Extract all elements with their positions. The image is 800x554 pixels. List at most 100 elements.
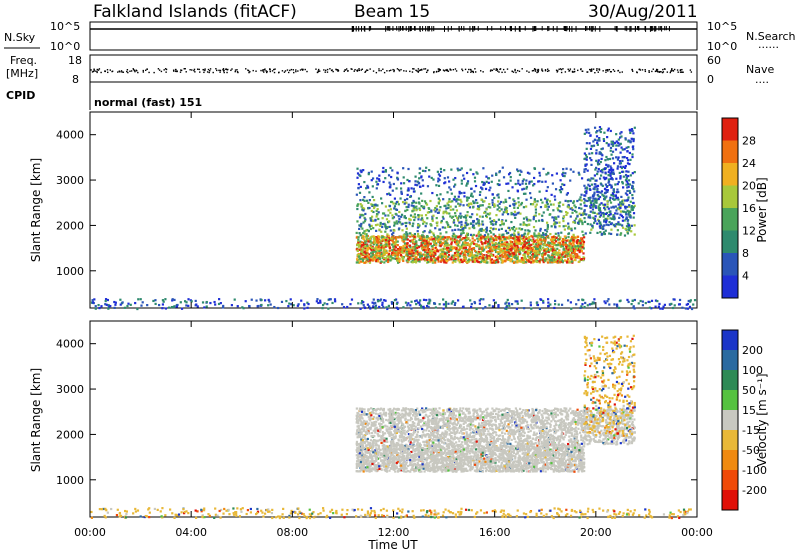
power-echo-point — [515, 242, 518, 245]
power-echo-point — [518, 259, 521, 262]
power-echo-point — [553, 238, 557, 241]
power-echo-point — [616, 158, 620, 161]
power-echo-point — [479, 298, 483, 301]
freq-trace-point — [446, 69, 448, 72]
power-echo-point — [517, 182, 520, 185]
power-echo-point — [437, 256, 440, 259]
power-echo-point — [522, 235, 525, 238]
power-echo-point — [571, 246, 574, 249]
power-echo-point — [454, 257, 457, 260]
power-echo-point — [656, 299, 659, 303]
freq-trace-point — [461, 69, 464, 72]
power-echo-point — [175, 305, 179, 308]
power-echo-point — [445, 231, 448, 234]
freq-trace-point — [436, 70, 438, 73]
freq-trace-point — [495, 69, 497, 71]
power-echo-point — [445, 220, 448, 224]
power-echo-point — [506, 298, 509, 302]
power-echo-point — [448, 198, 451, 201]
power-echo-point — [290, 303, 293, 306]
power-echo-point — [358, 258, 361, 261]
power-echo-point — [533, 198, 536, 201]
freq-trace-point — [417, 70, 419, 73]
power-echo-point — [179, 301, 182, 304]
power-echo-point — [358, 227, 361, 231]
power-echo-point — [393, 252, 396, 255]
power-echo-point — [419, 304, 423, 307]
freq-trace-point — [671, 68, 673, 70]
power-echo-point — [579, 258, 582, 261]
power-echo-point — [572, 255, 575, 258]
power-echo-point — [464, 248, 467, 251]
power-echo-point — [578, 206, 581, 210]
power-echo-point — [684, 307, 687, 310]
power-echo-point — [470, 222, 473, 225]
power-echo-point — [557, 232, 560, 235]
power-echo-point — [491, 220, 494, 223]
velocity-echo-point — [518, 470, 521, 473]
power-echo-point — [537, 240, 540, 243]
freq-trace-point — [189, 69, 191, 71]
power-echo-point — [584, 163, 587, 166]
power-echo-point — [597, 307, 600, 310]
power-echo-point — [629, 158, 632, 161]
power-echo-point — [563, 255, 566, 258]
power-echo-point — [434, 206, 437, 210]
power-echo-point — [509, 247, 512, 251]
power-echo-point — [447, 255, 450, 258]
power-echo-point — [606, 165, 609, 168]
power-echo-point — [460, 220, 463, 224]
power-echo-point — [482, 249, 485, 252]
power-echo-point — [420, 237, 423, 241]
power-echo-point — [422, 258, 425, 261]
power-echo-point — [437, 177, 440, 180]
power-echo-point — [382, 249, 385, 253]
freq-trace-point — [655, 68, 658, 71]
power-echo-point — [542, 301, 545, 304]
power-echo-point — [607, 207, 610, 210]
power-echo-point — [412, 247, 415, 250]
power-echo-point — [556, 260, 559, 263]
power-echo-point — [452, 235, 455, 238]
power-echo-point — [624, 211, 628, 214]
power-echo-point — [388, 242, 391, 246]
power-echo-point — [576, 235, 580, 238]
power-echo-point — [513, 202, 516, 206]
power-echo-point — [460, 232, 463, 235]
power-echo-point — [464, 253, 467, 257]
power-echo-point — [387, 192, 391, 195]
power-echo-point — [455, 198, 459, 201]
power-echo-point — [395, 259, 399, 262]
power-echo-point — [412, 208, 415, 211]
power-echo-point — [504, 243, 507, 247]
power-echo-point — [573, 236, 576, 239]
power-echo-point — [164, 298, 167, 301]
power-echo-point — [486, 257, 489, 260]
power-echo-point — [458, 248, 461, 251]
power-echo-point — [585, 163, 588, 166]
power-echo-point — [475, 199, 478, 202]
freq-trace-point — [662, 71, 665, 73]
power-echo-point — [577, 220, 581, 223]
power-echo-point — [94, 305, 97, 308]
power-echo-point — [522, 217, 526, 220]
velocity-echo-point — [437, 445, 440, 448]
power-echo-point — [628, 151, 631, 155]
power-echo-point — [415, 209, 418, 212]
power-echo-point — [475, 234, 478, 237]
power-echo-point — [581, 239, 585, 242]
power-echo-point — [441, 254, 444, 258]
power-echo-point — [570, 260, 574, 263]
freq-trace-point — [283, 71, 286, 73]
power-echo-point — [416, 180, 419, 183]
power-echo-point — [535, 257, 538, 260]
power-echo-point — [280, 300, 284, 303]
power-echo-point — [514, 202, 518, 205]
freq-trace-point — [474, 68, 476, 70]
power-echo-point — [420, 192, 423, 195]
power-echo-point — [364, 255, 367, 258]
power-echo-point — [477, 245, 480, 248]
freq-trace-point — [631, 69, 633, 71]
freq-trace-point — [227, 68, 229, 71]
power-echo-point — [626, 193, 629, 196]
